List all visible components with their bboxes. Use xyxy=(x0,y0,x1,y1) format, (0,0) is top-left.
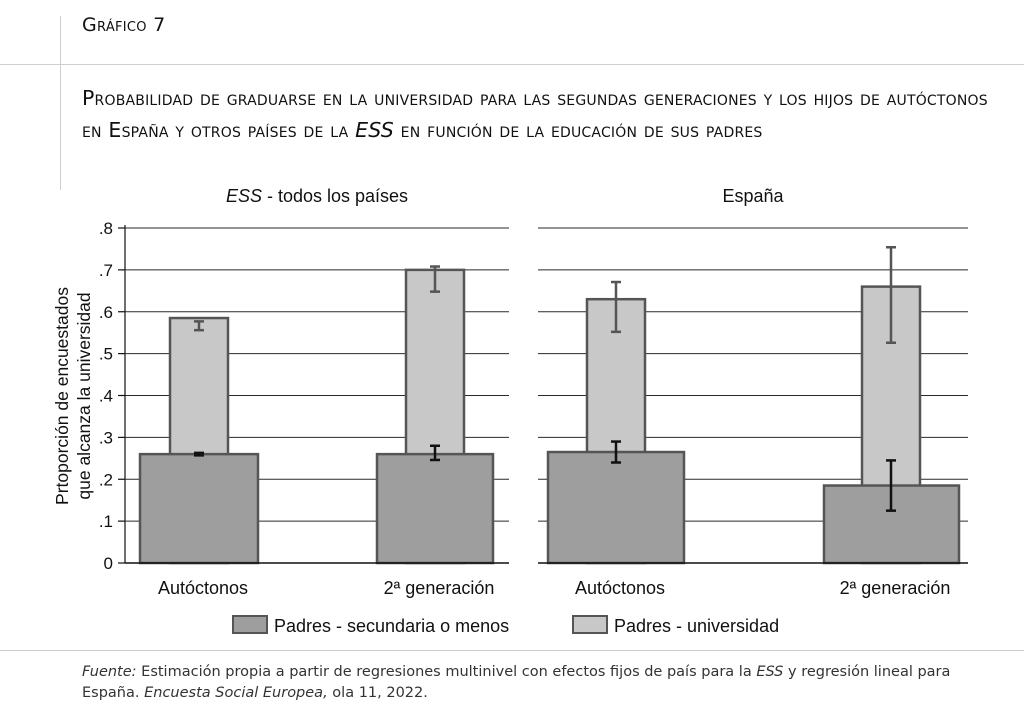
figure-label: Gráfico 7 xyxy=(82,14,166,36)
y-tick-label: 0 xyxy=(104,554,113,573)
y-tick-label: .1 xyxy=(99,512,113,531)
figure-title-part2: en función de la educación de sus padres xyxy=(393,118,763,142)
x-category-label: Autóctonos xyxy=(158,578,248,598)
legend-label-universidad: Padres - universidad xyxy=(614,616,779,636)
y-axis-label-line: que alcanza la universidad xyxy=(74,292,94,499)
y-axis-label-line: Prtoporción de encuestados xyxy=(52,287,72,505)
left-vertical-rule xyxy=(60,16,61,190)
y-axis-label: Prtoporción de encuestados que alcanza la… xyxy=(52,287,94,505)
panel-title-text: - todos los países xyxy=(262,186,408,206)
bar-secundaria xyxy=(546,450,686,565)
y-tick-label: .5 xyxy=(99,345,113,364)
panel-title: ESS - todos los países xyxy=(226,186,408,206)
figure-title-part1: Probabilidad de graduarse en la universi… xyxy=(82,86,988,142)
source-part3: ola 11, 2022. xyxy=(327,685,428,701)
header-divider xyxy=(0,64,1024,65)
panel-title: España xyxy=(722,186,784,206)
y-tick-label: .6 xyxy=(99,303,113,322)
legend-swatch-secundaria xyxy=(232,615,268,634)
bar-secundaria xyxy=(138,452,260,565)
footer-divider xyxy=(0,650,1024,651)
x-category-label: Autóctonos xyxy=(575,578,665,598)
figure-title: Probabilidad de graduarse en la universi… xyxy=(82,82,1002,146)
x-category-label: 2ª generación xyxy=(840,578,951,598)
panel-title-italic: ESS xyxy=(226,186,262,206)
source-label: Fuente: xyxy=(82,664,137,680)
y-tick-label: .3 xyxy=(99,428,113,447)
legend-swatch-universidad xyxy=(572,615,608,634)
figure-title-ess: ESS xyxy=(355,118,394,142)
y-tick-label: .8 xyxy=(99,219,113,238)
legend-label-secundaria: Padres - secundaria o menos xyxy=(274,616,509,636)
bar-secundaria xyxy=(375,452,495,565)
bar-chart: Prtoporción de encuestados que alcanza la… xyxy=(52,186,968,636)
panel-title-text: España xyxy=(722,186,784,206)
source-part2: y regresión lineal para España. xyxy=(82,664,951,701)
source-survey: Encuesta Social Europea, xyxy=(144,685,328,701)
source-note: Fuente: Estimación propia a partir de re… xyxy=(82,662,1012,704)
source-part1: Estimación propia a partir de regresione… xyxy=(136,664,757,680)
source-ess: ESS xyxy=(756,664,784,680)
y-tick-label: .7 xyxy=(99,261,113,280)
y-tick-label: .4 xyxy=(99,387,113,406)
x-category-label: 2ª generación xyxy=(384,578,495,598)
y-tick-label: .2 xyxy=(99,470,113,489)
